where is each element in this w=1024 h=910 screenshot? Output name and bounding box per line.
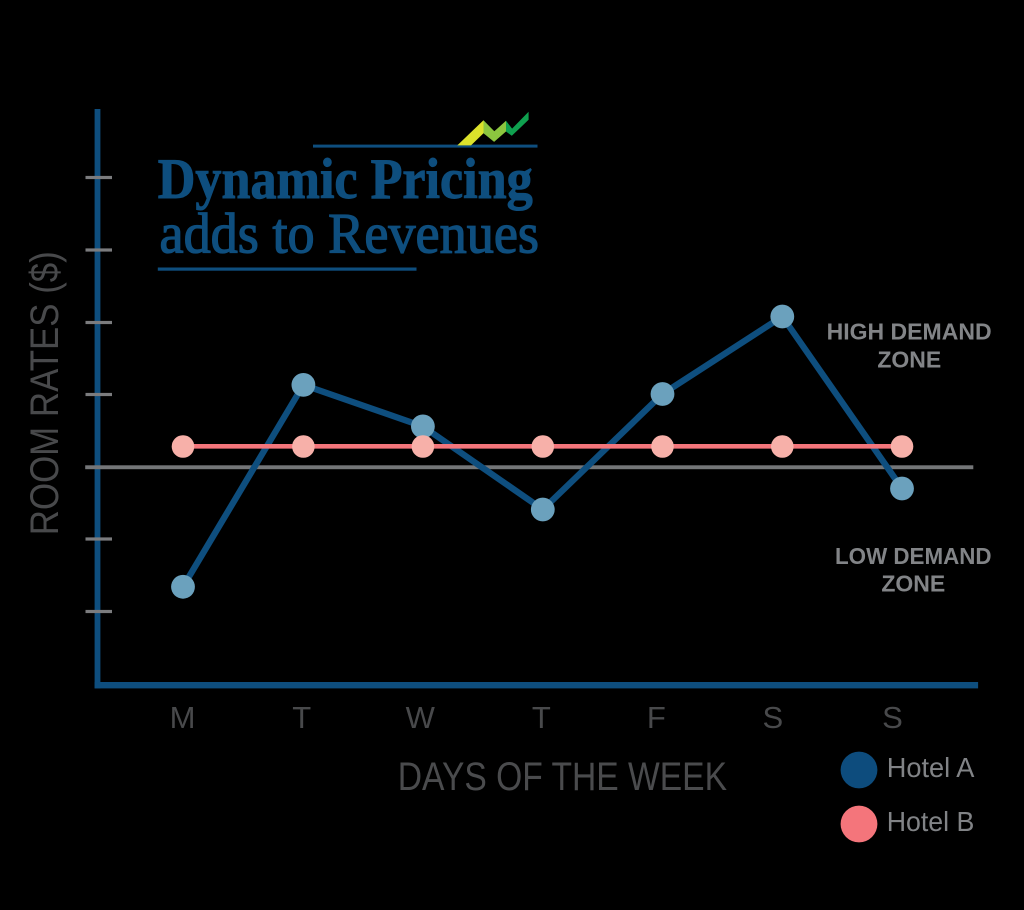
svg-text:HIGH DEMAND: HIGH DEMAND	[827, 319, 992, 345]
svg-text:F: F	[647, 700, 666, 735]
svg-text:adds to Revenues: adds to Revenues	[160, 203, 540, 266]
svg-text:T: T	[532, 700, 551, 735]
svg-text:S: S	[882, 700, 903, 735]
svg-text:W: W	[406, 700, 436, 735]
svg-text:Hotel B: Hotel B	[887, 806, 975, 837]
svg-text:S: S	[763, 700, 784, 735]
svg-text:ZONE: ZONE	[877, 347, 941, 373]
svg-text:DAYS OF THE WEEK: DAYS OF THE WEEK	[398, 755, 727, 799]
svg-text:Dynamic Pricing: Dynamic Pricing	[158, 148, 533, 211]
svg-text:T: T	[292, 700, 311, 735]
svg-text:ZONE: ZONE	[881, 571, 945, 597]
svg-text:Hotel A: Hotel A	[887, 752, 975, 783]
svg-text:LOW DEMAND: LOW DEMAND	[835, 543, 992, 569]
svg-text:M: M	[170, 700, 196, 735]
svg-text:ROOM RATES ($): ROOM RATES ($)	[23, 251, 67, 535]
